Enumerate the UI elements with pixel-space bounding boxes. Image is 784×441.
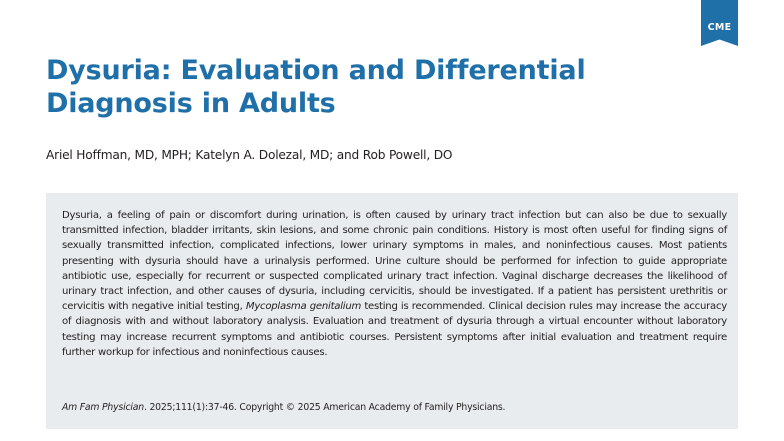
article-title: Dysuria: Evaluation and Differential Dia… xyxy=(46,55,586,119)
abstract-text-part-1: Dysuria, a feeling of pain or discomfort… xyxy=(62,210,727,313)
citation: Am Fam Physician. 2025;111(1):37-46. Cop… xyxy=(62,402,506,413)
abstract-box: Dysuria, a feeling of pain or discomfort… xyxy=(46,193,738,429)
cme-badge-label: CME xyxy=(707,22,732,33)
citation-journal: Am Fam Physician xyxy=(62,402,144,413)
abstract-organism-name: Mycoplasma genitalium xyxy=(245,301,362,313)
article-authors: Ariel Hoffman, MD, MPH; Katelyn A. Dolez… xyxy=(46,148,453,162)
citation-details: . 2025;111(1):37-46. Copyright © 2025 Am… xyxy=(143,402,506,413)
cme-badge: CME xyxy=(701,0,738,46)
abstract-text: Dysuria, a feeling of pain or discomfort… xyxy=(62,208,727,360)
abstract-text-part-2: testing is recommended. Clinical decisio… xyxy=(62,301,727,358)
